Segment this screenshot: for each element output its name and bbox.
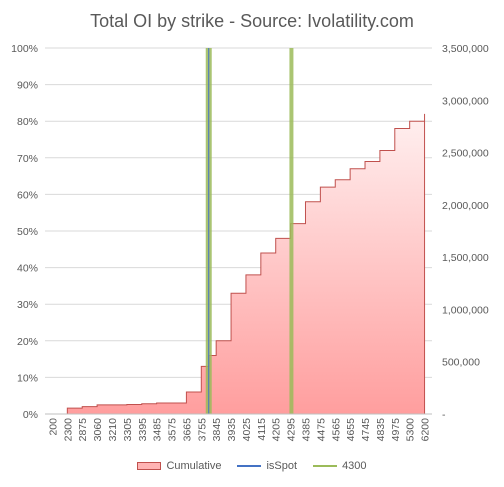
x-tick-label: 5300 [405,418,417,442]
x-tick-label: 2875 [77,418,89,442]
legend-item-4300: 4300 [313,460,367,472]
y-left-tick-label: 30% [17,299,38,311]
x-tick-label: 4475 [315,418,327,442]
x-tick-label: 3755 [196,418,208,442]
x-tick-label: 4745 [360,418,372,442]
4300-line [289,48,294,414]
x-tick-label: 3575 [167,418,179,442]
x-tick-label: 4205 [271,418,283,442]
x-tick-label: 4975 [390,418,402,442]
x-tick-label: 3395 [137,418,149,442]
y-left-tick-label: 90% [17,80,38,92]
x-tick-label: 4115 [256,418,268,441]
y-left-tick-label: 60% [17,189,38,201]
y-left-tick-label: 80% [17,116,38,128]
x-tick-label: 3665 [181,418,193,442]
x-tick-label: 3845 [211,418,223,442]
y-right-tick-label: 2,000,000 [442,200,489,212]
legend-swatch-cumulative [137,462,162,470]
x-tick-label: 200 [47,418,59,436]
x-tick-label: 4385 [300,418,312,442]
y-left-tick-label: 50% [17,226,38,238]
x-tick-label: 4565 [330,418,342,442]
legend-swatch-4300 [313,465,338,467]
x-tick-label: 3935 [226,418,238,442]
y-left-tick-label: 100% [11,43,38,55]
x-tick-label: 6200 [420,418,432,442]
y-left-tick-label: 40% [17,263,38,275]
y-right-tick-label: 3,500,000 [442,43,489,55]
x-tick-label: 4295 [286,418,298,442]
legend-label-cumulative: Cumulative [166,460,222,472]
y-right-tick-label: 1,500,000 [442,252,489,264]
y-left-tick-label: 0% [23,409,38,421]
x-tick-label: 3485 [152,418,164,442]
y-left-tick-label: 70% [17,153,38,165]
x-tick-label: 3060 [92,418,104,442]
legend-item-cumulative: Cumulative [137,460,221,472]
y-right-tick-label: 1,000,000 [442,304,489,316]
legend-swatch-isspot [237,465,262,467]
x-tick-label: 4835 [375,418,387,442]
legend-label-4300: 4300 [342,460,367,472]
y-right-tick-label: 3,000,000 [442,95,489,107]
chart-legend: Cumulative isSpot 4300 [0,460,504,472]
y-left-tick-label: 20% [17,336,38,348]
y-left-tick-label: 10% [17,372,38,384]
chart-title: Total OI by strike - Source: Ivolatility… [90,11,414,31]
y-right-tick-label: - [442,409,446,421]
y-right-tick-label: 500,000 [442,357,480,369]
x-tick-label: 4025 [241,418,253,442]
x-tick-label: 4655 [345,418,357,442]
x-tick-label: 2300 [62,418,74,442]
y-right-tick-label: 2,500,000 [442,148,489,160]
cumulative-area [52,113,426,415]
legend-item-isspot: isSpot [237,460,297,472]
legend-label-isspot: isSpot [266,460,298,472]
x-tick-label: 3210 [107,418,119,442]
x-tick-label: 3305 [122,418,134,442]
